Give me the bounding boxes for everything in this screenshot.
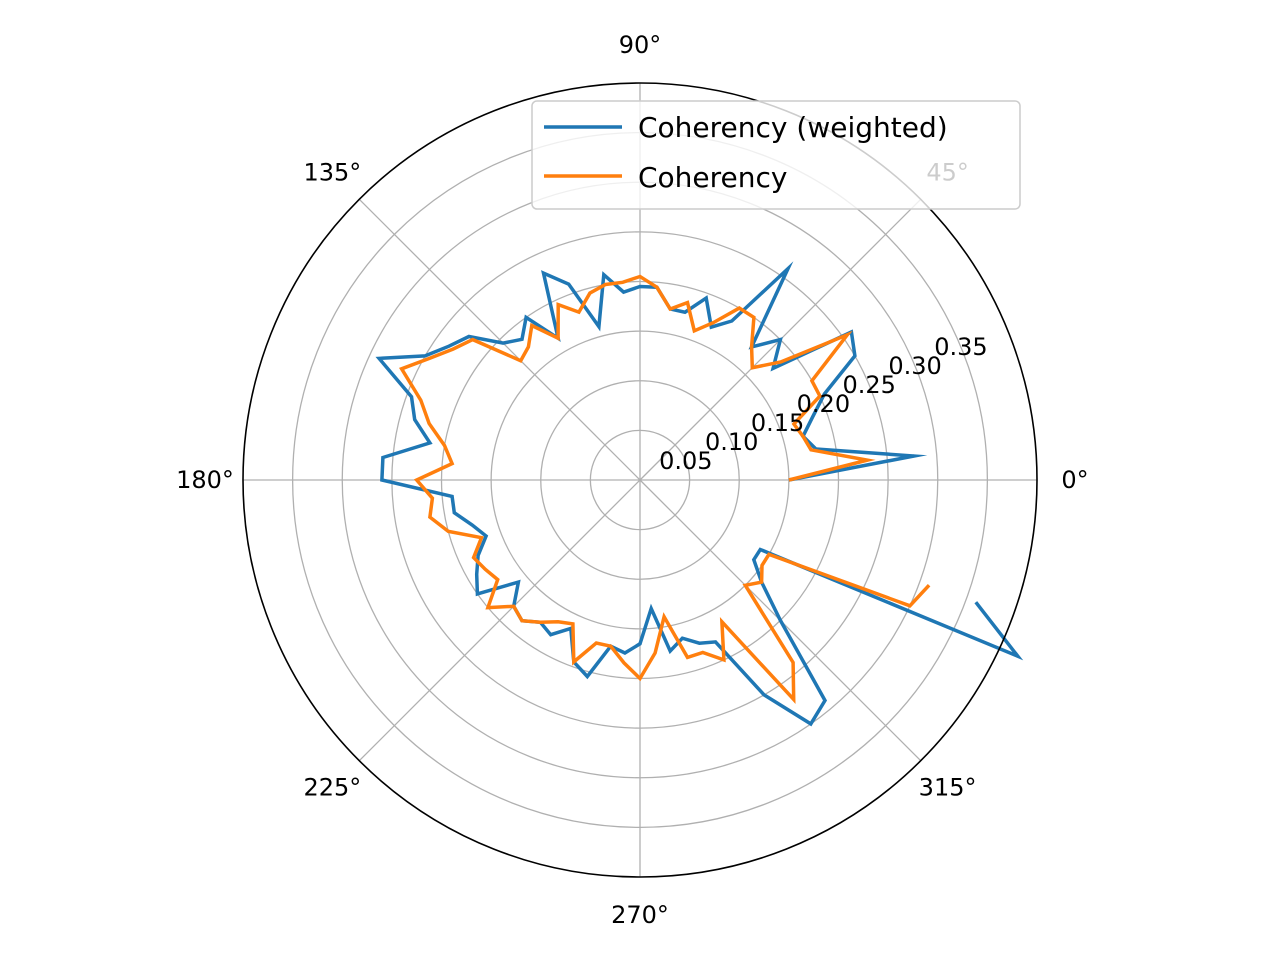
outer-frame [242,82,1038,878]
radial-tick-label: 0.30 [888,352,941,380]
radial-tick-label: 0.35 [934,333,987,361]
legend-box [531,100,1021,210]
radial-tick-label: 0.10 [705,428,758,456]
angle-tick-label: 90° [619,31,662,59]
series-line-coherency [399,274,931,705]
legend: Coherency (weighted) Coherency [531,100,1021,210]
angular-gridline [358,479,641,762]
radial-tick-label: 0.20 [797,390,850,418]
radial-tick-label: 0.25 [843,371,896,399]
angle-tick-label: 0° [1061,466,1088,494]
angle-tick-label: 225° [304,774,362,802]
legend-label-coherency: Coherency [638,161,788,194]
angle-tick-label: 315° [919,774,977,802]
angle-tick-label: 180° [176,466,234,494]
radial-tick-label: 0.05 [659,447,712,475]
angular-gridline [358,198,641,481]
series-lines [375,261,1024,727]
angle-tick-label: 135° [304,158,362,186]
angle-tick-label: 270° [611,901,669,929]
radial-tick-label: 0.15 [751,409,804,437]
legend-label-coherency-weighted: Coherency (weighted) [638,111,948,144]
